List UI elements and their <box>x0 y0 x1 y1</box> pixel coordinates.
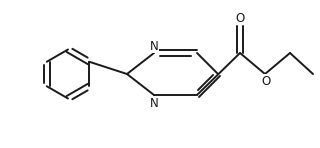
Text: N: N <box>150 96 158 110</box>
Text: O: O <box>261 74 270 87</box>
Text: N: N <box>150 40 158 53</box>
Text: O: O <box>236 12 244 25</box>
